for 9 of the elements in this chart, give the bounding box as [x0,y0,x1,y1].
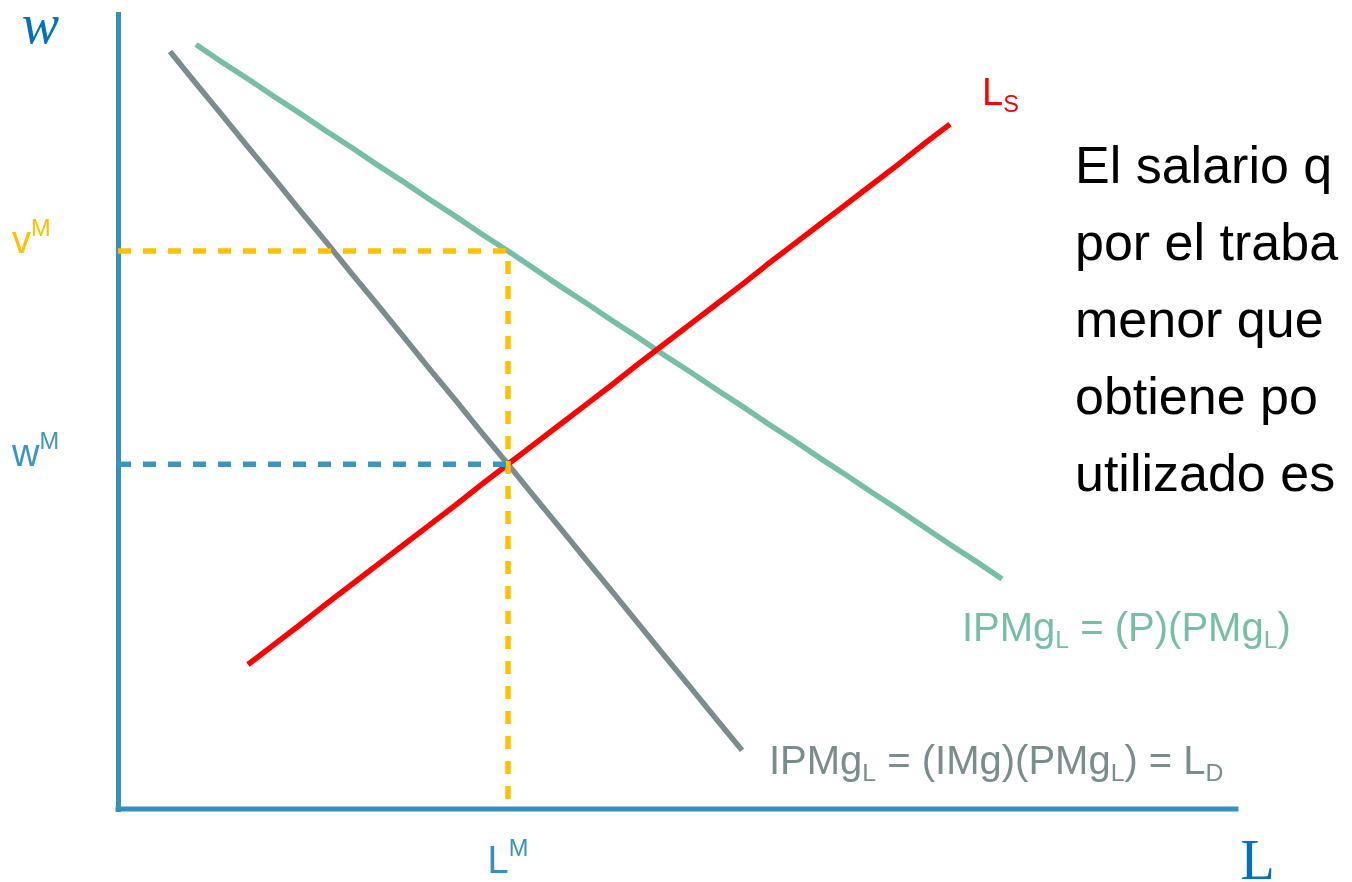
annotation: El salario q por el traba menor que obtiene po utilizado es [1075,135,1339,504]
series-label: IPMg$_{L}$ = (IMg)(PMg$_{L}$) = L$_{D}$ [769,738,1224,787]
series-label: v$^{M}$ [12,214,51,261]
series-label: L$_{S}$ [982,70,1019,117]
y-axis-title: w [21,0,60,55]
series-label: IPMg$_{L}$ = (P)(PMg$_{L}$) [962,604,1291,653]
series-label: w$^{M}$ [12,427,60,474]
x-axis-title: L [1240,828,1275,882]
annotation: L$^{M}$ [487,834,529,881]
